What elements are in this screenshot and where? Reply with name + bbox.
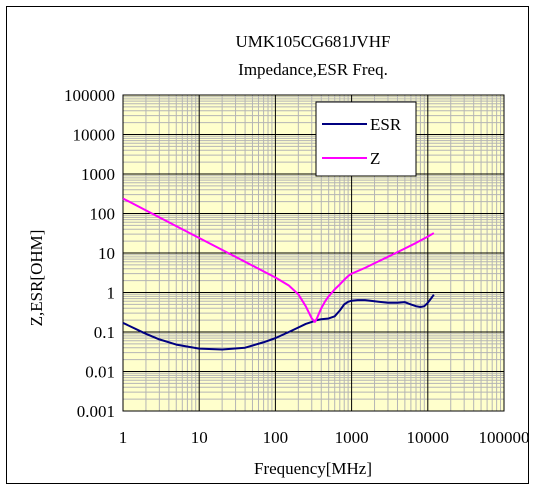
- y-tick-label: 100: [90, 205, 116, 224]
- y-tick-label: 0.001: [77, 402, 115, 421]
- legend-label-esr: ESR: [370, 115, 402, 134]
- x-tick-label: 100000: [479, 428, 530, 447]
- y-tick-labels: 0.001 0.01 0.1 1 10 100 1000 10000 100000: [64, 86, 115, 421]
- x-tick-label: 10: [191, 428, 208, 447]
- y-tick-label: 10000: [73, 126, 116, 145]
- legend-label-z: Z: [370, 149, 380, 168]
- x-tick-label: 1: [119, 428, 128, 447]
- chart-title: UMK105CG681JVHF: [236, 32, 391, 51]
- y-tick-label: 0.1: [94, 323, 115, 342]
- y-tick-label: 0.01: [85, 363, 115, 382]
- x-tick-label: 100: [263, 428, 289, 447]
- y-tick-label: 1000: [81, 165, 115, 184]
- x-tick-label: 10000: [407, 428, 450, 447]
- y-tick-label: 100000: [64, 86, 115, 105]
- series-line-z: [122, 197, 435, 323]
- x-tick-label: 1000: [335, 428, 369, 447]
- plot-border: [122, 94, 505, 412]
- series-line-esr: [122, 294, 435, 351]
- y-axis-title: Z,ESR[OHM]: [27, 230, 46, 327]
- x-axis-title: Frequency[MHz]: [254, 459, 372, 478]
- legend: ESR Z: [315, 101, 417, 177]
- y-tick-label: 10: [98, 244, 115, 263]
- series-layer: [122, 197, 435, 351]
- y-tick-label: 1: [107, 284, 116, 303]
- x-tick-labels: 1 10 100 1000 10000 100000: [119, 428, 530, 447]
- legend-box: [315, 101, 417, 177]
- chart-subtitle: Impedance,ESR Freq.: [238, 60, 388, 79]
